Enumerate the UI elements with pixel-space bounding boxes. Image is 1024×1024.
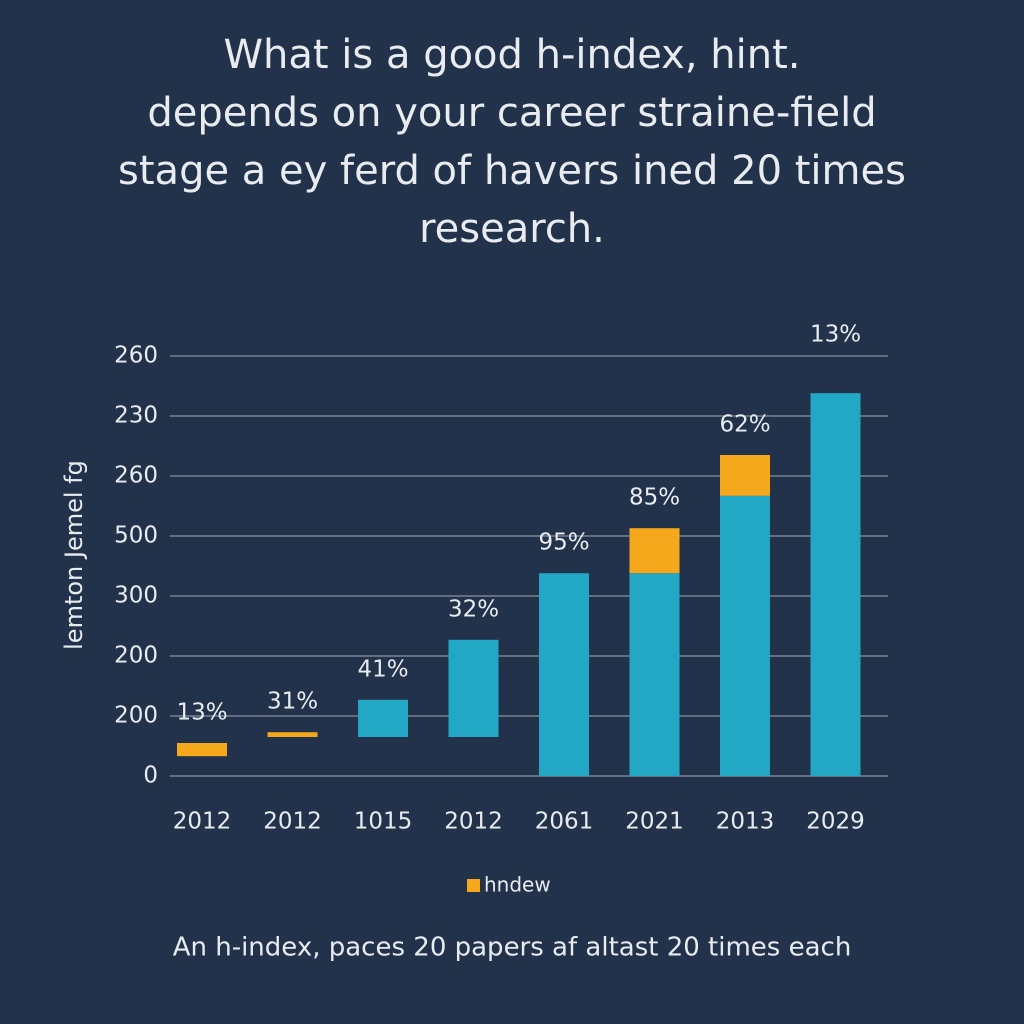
- x-tick-label: 2013: [716, 809, 775, 835]
- annotation: 62%: [719, 412, 770, 438]
- x-tick-label: 2021: [625, 809, 684, 835]
- annotation: 95%: [538, 530, 589, 556]
- y-tick-label: 200: [114, 703, 158, 729]
- y-tick-label: 230: [114, 403, 158, 429]
- bar-segment: [720, 495, 770, 776]
- annotation: 13%: [176, 700, 227, 726]
- legend-swatch: [467, 879, 480, 892]
- y-tick-label: 0: [143, 763, 158, 789]
- x-tick-label: 2029: [806, 809, 865, 835]
- x-tick-label: 2012: [263, 809, 322, 835]
- bar-segment: [810, 393, 861, 776]
- bar-segment: [720, 455, 770, 496]
- y-axis-label: lemton Jemel fg: [60, 460, 88, 650]
- title-line: stage a ey ferd of havers ined 20 times: [118, 148, 906, 194]
- bar-segment: [629, 573, 680, 776]
- x-tick-label: 2012: [444, 809, 503, 835]
- annotation: 41%: [357, 656, 408, 682]
- legend-label: hndew: [484, 873, 551, 897]
- bar-segment: [267, 732, 318, 737]
- title-line: depends on your career straine-field: [147, 90, 876, 136]
- y-tick-label: 200: [114, 643, 158, 669]
- y-tick-label: 500: [114, 523, 158, 549]
- bar-segment: [358, 699, 408, 737]
- y-tick-label: 300: [114, 583, 158, 609]
- footer: An h-index, paces 20 papers af altast 20…: [173, 933, 852, 963]
- annotation: 32%: [448, 596, 499, 622]
- annotation: 13%: [810, 322, 861, 348]
- y-tick-label: 260: [114, 343, 158, 369]
- title-line: What is a good h-index, hint.: [223, 32, 800, 78]
- title: What is a good h-index, hint. depends on …: [118, 32, 906, 252]
- bar-segment: [539, 573, 589, 776]
- y-tick-label: 260: [114, 463, 158, 489]
- annotation: 31%: [267, 689, 318, 715]
- bar-segment: [448, 639, 499, 737]
- x-tick-label: 2061: [535, 809, 594, 835]
- x-tick-label: 1015: [354, 809, 413, 835]
- x-tick-label: 2012: [173, 809, 232, 835]
- annotation: 85%: [629, 485, 680, 511]
- bar-segment: [629, 528, 680, 574]
- bar-segment: [177, 743, 227, 757]
- title-line: research.: [419, 206, 605, 252]
